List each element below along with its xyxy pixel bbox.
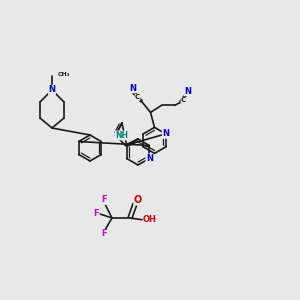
Text: F: F xyxy=(93,208,99,217)
Text: N: N xyxy=(162,129,169,138)
Text: C: C xyxy=(181,98,186,103)
Text: N: N xyxy=(146,154,153,163)
Text: F: F xyxy=(101,196,107,205)
Text: N: N xyxy=(129,84,136,93)
Text: O: O xyxy=(134,195,142,205)
Text: CH₃: CH₃ xyxy=(58,71,70,76)
Text: C: C xyxy=(135,94,140,100)
Text: N: N xyxy=(184,87,191,96)
Text: F: F xyxy=(101,230,107,238)
Text: OH: OH xyxy=(143,215,157,224)
Text: N: N xyxy=(49,85,56,94)
Text: NH: NH xyxy=(115,131,128,140)
